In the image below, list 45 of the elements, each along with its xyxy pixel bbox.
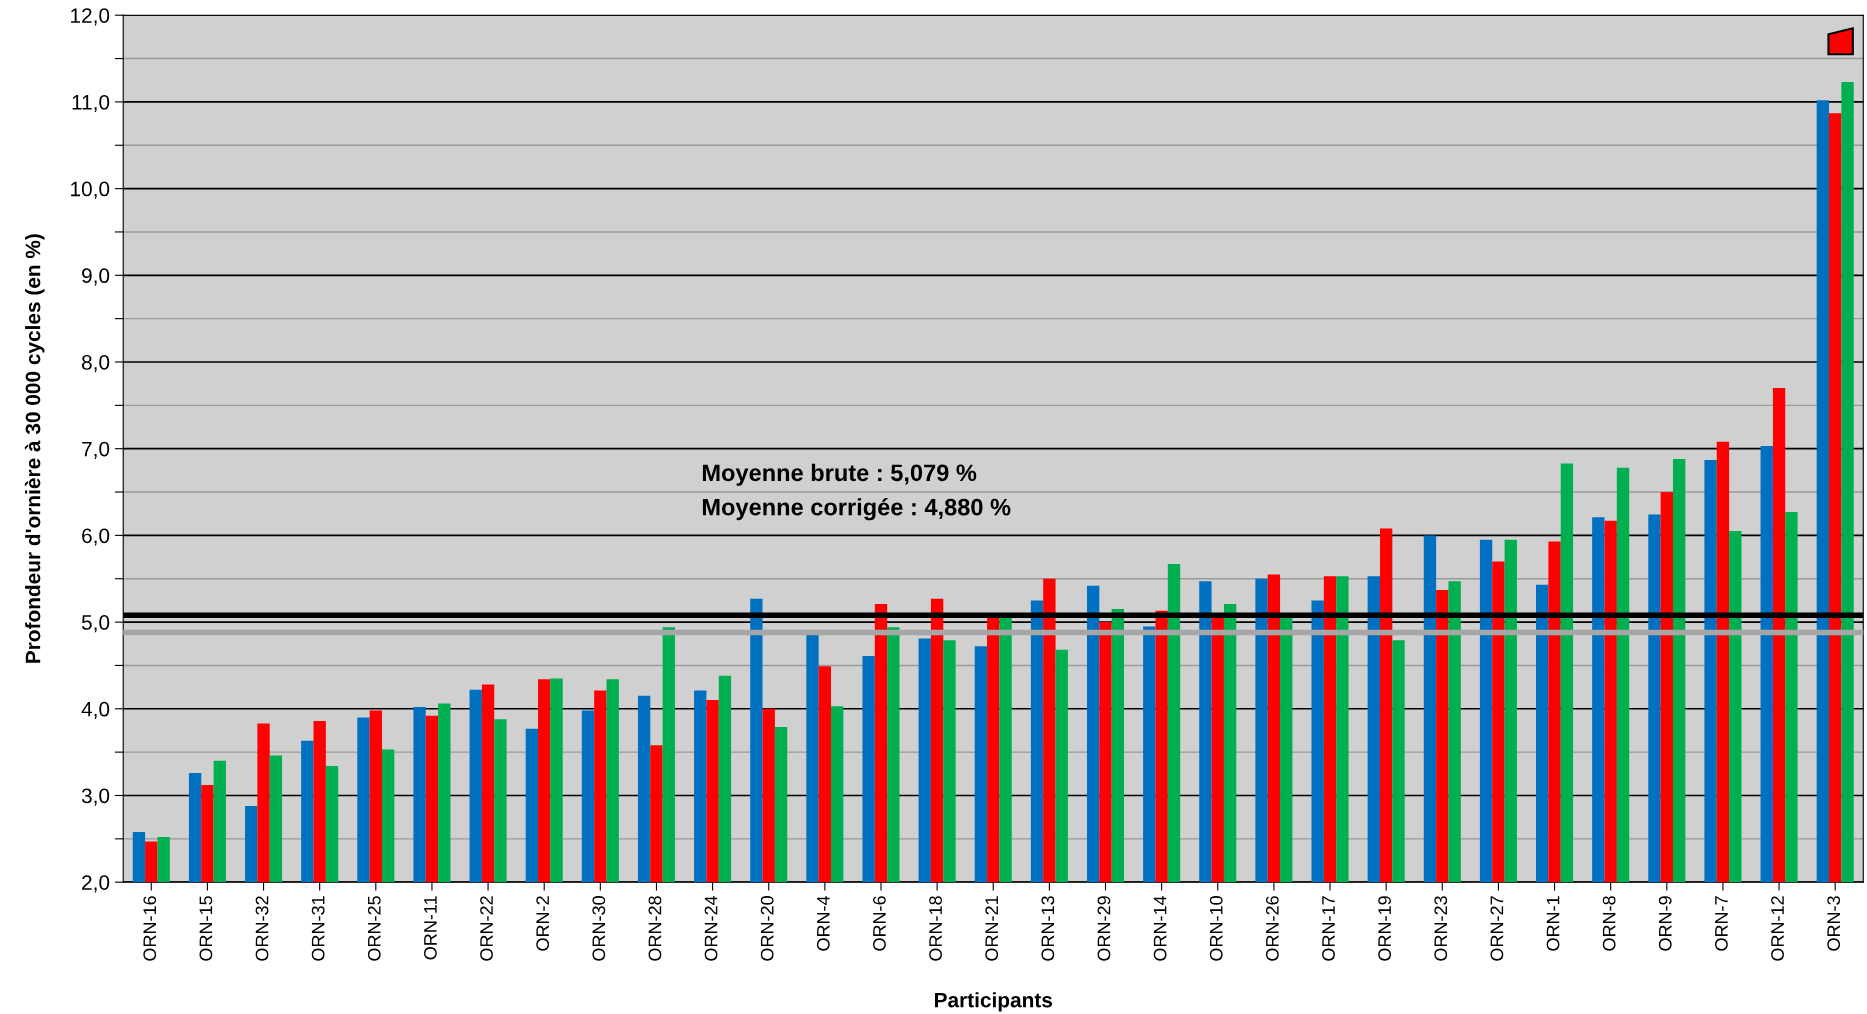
x-tick-label: ORN-30 bbox=[592, 896, 606, 961]
x-tick-label: ORN-32 bbox=[255, 896, 269, 961]
x-tick-label: ORN-9 bbox=[1658, 896, 1672, 951]
x-tick-label: ORN-1 bbox=[1546, 896, 1560, 951]
x-tick-label: ORN-24 bbox=[704, 895, 718, 961]
annotation: Moyenne brute : 5,079 % Moyenne corrigée : 4,880 % bbox=[702, 463, 1011, 521]
y-tick-label: 5,0 bbox=[81, 615, 110, 633]
x-tick-label: ORN-23 bbox=[1434, 896, 1448, 961]
y-tick-label: 11,0 bbox=[72, 94, 110, 113]
x-tick-label: ORN-10 bbox=[1209, 896, 1223, 961]
y-tick-label: 6,0 bbox=[82, 528, 110, 546]
y-tick-label: 7,0 bbox=[82, 441, 110, 459]
x-tick-label: ORN-26 bbox=[1265, 896, 1279, 961]
x-tick-label: ORN-18 bbox=[929, 896, 942, 961]
x-tick-label: ORN-4 bbox=[816, 895, 830, 951]
x-tick-label: ORN-22 bbox=[480, 896, 493, 961]
y-tick-label: 4,0 bbox=[81, 701, 110, 719]
y-tick-label: 3,0 bbox=[81, 788, 110, 806]
x-tick-label: ORN-11 bbox=[424, 896, 437, 960]
x-tick-label: ORN-16 bbox=[143, 896, 157, 961]
x-tick-label: ORN-12 bbox=[1771, 896, 1784, 961]
x-tick-label: ORN-3 bbox=[1827, 896, 1841, 951]
x-tick-label: ORN-7 bbox=[1715, 896, 1728, 951]
x-tick-label: ORN-14 bbox=[1153, 895, 1167, 961]
y-tick-label: 8,0 bbox=[81, 355, 110, 373]
x-tick-label: ORN-13 bbox=[1041, 896, 1055, 961]
y-tick-label: 2,0 bbox=[82, 875, 110, 893]
x-tick-label: ORN-15 bbox=[199, 896, 213, 961]
x-tick-label: ORN-28 bbox=[648, 896, 662, 961]
x-tick-label: ORN-29 bbox=[1097, 896, 1111, 961]
y-tick-label: 12,0 bbox=[71, 8, 110, 26]
x-tick-label: ORN-19 bbox=[1378, 896, 1391, 961]
y-axis-title: Profondeur d'ornière à 30 000 cycles (en %) bbox=[24, 234, 45, 663]
x-tick-label: ORN-17 bbox=[1322, 896, 1335, 961]
x-tick-label: ORN-25 bbox=[367, 896, 381, 961]
x-tick-label: ORN-21 bbox=[985, 896, 999, 961]
y-tick-label: 10,0 bbox=[71, 181, 110, 199]
x-tick-label: ORN-31 bbox=[311, 896, 325, 961]
x-tick-label: ORN-8 bbox=[1602, 896, 1616, 951]
x-tick-label: ORN-20 bbox=[760, 896, 774, 961]
x-tick-label: ORN-2 bbox=[536, 896, 550, 951]
y-tick-label: 9,0 bbox=[82, 268, 110, 286]
x-tick-label: ORN-6 bbox=[873, 896, 886, 951]
x-axis-title: Participants bbox=[935, 992, 1053, 1012]
x-tick-label: ORN-27 bbox=[1490, 896, 1504, 961]
